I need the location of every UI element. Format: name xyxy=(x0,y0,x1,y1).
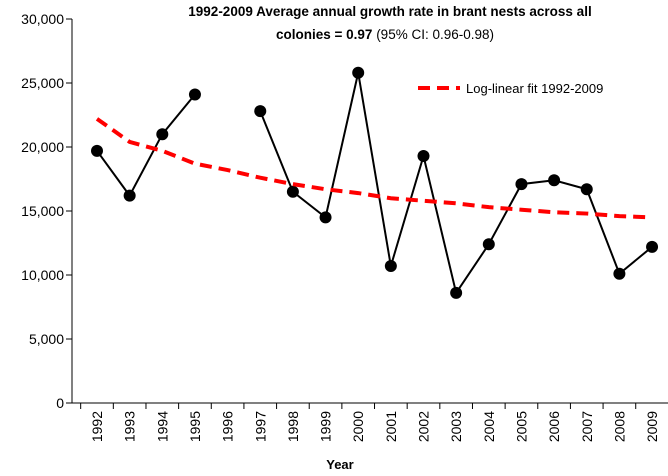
x-tick-label: 1995 xyxy=(187,411,203,442)
data-point xyxy=(319,211,332,224)
data-point xyxy=(286,185,299,198)
data-point xyxy=(613,267,626,280)
chart-title: 1992-2009 Average annual growth rate in … xyxy=(188,4,591,19)
data-point xyxy=(417,149,430,162)
y-tick-label: 0 xyxy=(56,395,64,411)
fit-line xyxy=(95,117,653,220)
data-point xyxy=(580,183,593,196)
y-tick-label: 25,000 xyxy=(21,75,64,91)
x-axis-label: Year xyxy=(326,457,353,472)
x-tick-label: 1993 xyxy=(122,411,138,442)
x-tick-label: 1994 xyxy=(154,411,170,442)
x-tick-label: 2007 xyxy=(579,411,595,442)
y-tick-label: 5,000 xyxy=(29,331,64,347)
x-tick-label: 2004 xyxy=(481,411,497,442)
data-point xyxy=(548,174,561,187)
x-tick-label: 1996 xyxy=(220,411,236,442)
x-tick-label: 2008 xyxy=(611,411,627,442)
data-point xyxy=(156,128,169,141)
x-tick-label: 2009 xyxy=(644,411,660,442)
y-tick-label: 15,000 xyxy=(21,203,64,219)
data-point xyxy=(254,105,267,118)
chart-title-line: colonies = 0.97 (95% CI: 0.96-0.98) xyxy=(276,27,494,42)
x-tick-label: 2000 xyxy=(350,411,366,442)
x-tick-label: 2003 xyxy=(448,411,464,442)
data-point xyxy=(188,88,201,101)
x-tick-label: 2005 xyxy=(513,411,529,442)
data-point xyxy=(352,66,365,79)
x-tick-label: 2002 xyxy=(416,411,432,442)
x-tick-label: 1999 xyxy=(318,411,334,442)
data-point xyxy=(450,286,463,299)
x-tick-label: 1992 xyxy=(89,411,105,442)
y-tick-label: 30,000 xyxy=(21,11,64,27)
y-tick-label: 20,000 xyxy=(21,139,64,155)
data-point xyxy=(646,240,659,253)
legend-label: Log-linear fit 1992-2009 xyxy=(466,81,603,96)
data-point xyxy=(384,260,397,273)
x-tick-label: 1997 xyxy=(252,411,268,442)
y-tick-label: 10,000 xyxy=(21,267,64,283)
data-point xyxy=(515,178,528,191)
x-tick-label: 1998 xyxy=(285,411,301,442)
data-line xyxy=(96,72,653,296)
data-point xyxy=(482,238,495,251)
data-point xyxy=(91,144,103,157)
data-point xyxy=(123,189,136,202)
x-tick-label: 2001 xyxy=(383,411,399,442)
chart-title: colonies = 0.97 xyxy=(276,27,372,42)
chart-subtitle: (95% CI: 0.96-0.98) xyxy=(376,27,494,42)
x-tick-label: 2006 xyxy=(546,411,562,442)
